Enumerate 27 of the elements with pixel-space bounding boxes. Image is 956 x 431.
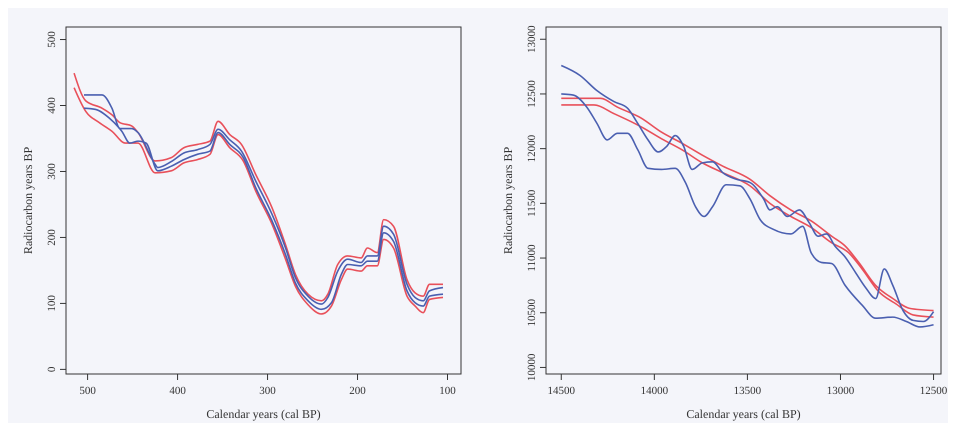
x-tick-label: 400: [169, 385, 186, 397]
y-tick-label: 12500: [526, 80, 538, 108]
x-tick-label: 200: [349, 385, 366, 397]
y-tick-label: 500: [46, 30, 58, 48]
y-tick-label: 10000: [526, 353, 538, 382]
y-tick-label: 0: [46, 366, 58, 372]
y-tick-label: 11500: [526, 189, 538, 217]
x-tick-label: 100: [439, 385, 456, 397]
x-tick-label: 12500: [920, 385, 948, 397]
y-tick-label: 300: [46, 162, 58, 180]
y-tick-label: 100: [46, 294, 58, 312]
y-tick-label: 12000: [526, 134, 538, 162]
x-tick-label: 13000: [826, 385, 855, 397]
x-tick-label: 14000: [640, 385, 669, 397]
y-tick-label: 10500: [526, 298, 538, 326]
y-tick-label: 13000: [526, 25, 538, 53]
y-axis-title: Radiocarbon years BP: [21, 146, 35, 254]
x-axis-title: Calendar years (cal BP): [206, 407, 321, 421]
y-axis-title: Radiocarbon years BP: [501, 146, 515, 254]
x-axis-title: Calendar years (cal BP): [686, 407, 801, 421]
x-tick-label: 500: [79, 385, 96, 397]
x-tick-label: 13500: [734, 385, 762, 397]
y-tick-label: 200: [46, 228, 58, 246]
x-tick-label: 14500: [548, 385, 576, 397]
y-tick-label: 11000: [526, 244, 538, 272]
x-tick-label: 300: [259, 385, 276, 397]
y-tick-label: 400: [46, 96, 58, 114]
